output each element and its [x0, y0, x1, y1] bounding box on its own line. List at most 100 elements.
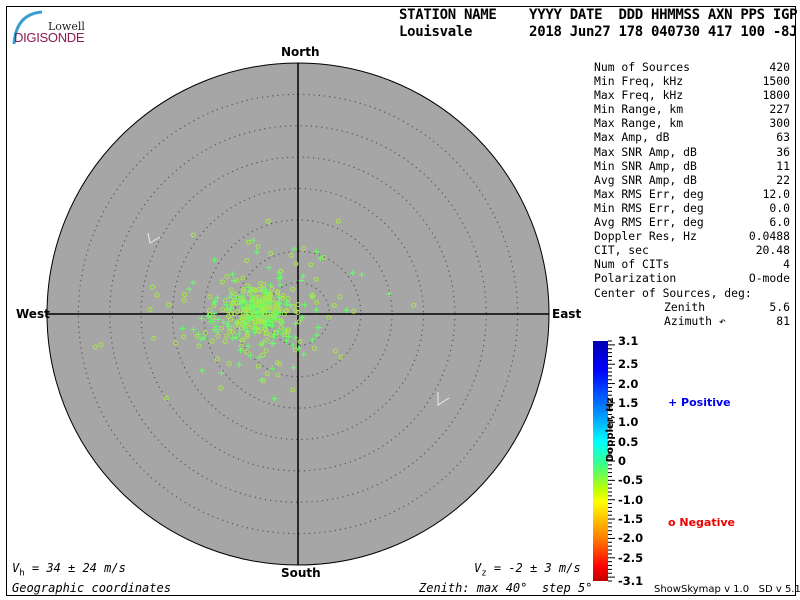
source-positive	[279, 319, 286, 326]
stat-label: Min SNR Amp, dB	[594, 158, 697, 173]
source-positive	[275, 300, 282, 307]
logo-digisonde: DIGISONDE	[14, 30, 85, 45]
header-values: Louisvale 2018 Jun27 178 040730 417 100 …	[399, 24, 798, 40]
stat-value: 12.0	[762, 186, 790, 201]
stat-label: Doppler Res, Hz	[594, 229, 697, 244]
velocity-arrow	[147, 232, 161, 244]
source-positive	[229, 335, 236, 342]
source-positive	[256, 354, 263, 361]
source-positive	[218, 370, 225, 377]
source-positive	[245, 328, 252, 335]
source-negative	[239, 316, 245, 322]
stat-row: Min Range, km 227	[594, 102, 790, 116]
source-negative	[238, 343, 244, 349]
stat-row: Num of Sources 420	[594, 60, 790, 74]
stats-panel: Num of Sources 420 Min Freq, kHz 1500 Max Fr…	[594, 60, 790, 328]
label-east: East	[552, 307, 582, 321]
stat-value: 1800	[762, 88, 790, 103]
source-negative	[337, 294, 343, 300]
source-negative	[275, 302, 281, 308]
source-negative	[92, 344, 98, 350]
source-negative	[278, 324, 284, 330]
source-positive	[300, 351, 307, 358]
source-negative	[311, 345, 317, 351]
source-positive	[350, 270, 357, 277]
source-positive	[270, 340, 277, 347]
source-negative	[297, 339, 303, 345]
source-positive	[313, 307, 320, 314]
source-negative	[256, 294, 262, 300]
source-negative	[267, 291, 273, 297]
stat-value: 227	[769, 102, 790, 117]
source-negative	[181, 292, 187, 298]
stat-value: 11	[776, 158, 790, 173]
source-positive	[273, 310, 280, 317]
source-negative	[280, 295, 286, 301]
stat-value: 420	[769, 60, 790, 74]
source-negative	[263, 331, 269, 337]
stat-label: CIT, sec	[594, 243, 649, 258]
source-positive	[186, 286, 193, 293]
source-positive	[277, 281, 284, 288]
colorbar-tick-label: -3.1	[618, 574, 644, 588]
source-negative	[241, 298, 247, 304]
source-positive	[271, 331, 278, 338]
source-negative	[264, 371, 270, 377]
source-negative	[301, 246, 307, 252]
source-negative	[214, 356, 220, 362]
stat-label: Avg RMS Err, deg	[594, 215, 704, 230]
source-negative	[321, 255, 327, 261]
source-positive	[262, 301, 269, 308]
stat-row: Min RMS Err, deg 0.0	[594, 201, 790, 215]
colorbar-tick-label: -0.5	[618, 473, 644, 488]
source-negative	[196, 343, 202, 349]
source-negative	[228, 287, 234, 293]
source-negative	[285, 329, 291, 335]
source-negative	[290, 304, 296, 310]
source-positive	[386, 290, 393, 297]
source-positive	[254, 307, 261, 314]
source-positive	[253, 249, 260, 256]
source-negative	[253, 288, 259, 294]
source-negative	[231, 311, 237, 317]
stat-label: Max SNR Amp, dB	[594, 144, 697, 159]
source-negative	[243, 349, 249, 355]
source-positive	[267, 319, 274, 326]
source-positive	[283, 337, 290, 344]
source-positive	[251, 304, 258, 311]
source-negative	[222, 339, 228, 345]
source-negative	[163, 395, 169, 401]
source-negative	[219, 279, 225, 285]
stat-row: Avg RMS Err, deg 6.0	[594, 215, 790, 229]
source-negative	[222, 298, 228, 304]
source-negative	[285, 295, 291, 301]
source-negative	[147, 307, 153, 313]
stat-row: Min SNR Amp, dB 11	[594, 159, 790, 173]
zenith-scale: Zenith: max 40° step 5°	[419, 581, 593, 595]
vh-readout: Vh = 34 ± 24 m/s	[12, 561, 126, 579]
source-negative	[226, 361, 232, 367]
source-negative	[260, 352, 266, 358]
source-negative	[288, 252, 294, 258]
source-positive	[211, 256, 218, 263]
stat-label: Min Freq, kHz	[594, 74, 684, 89]
source-negative	[224, 333, 230, 339]
colorbar-tick-label: -1.5	[618, 512, 644, 527]
source-positive	[230, 277, 237, 284]
colorbar-tick-label: 1.5	[618, 395, 639, 410]
stat-row: Max RMS Err, deg 12.0	[594, 187, 790, 201]
center-zenith: Zenith 5.6	[664, 299, 790, 314]
source-negative	[326, 314, 332, 320]
source-negative	[265, 218, 271, 224]
source-negative	[236, 319, 242, 325]
source-positive	[309, 337, 316, 344]
source-negative	[181, 297, 187, 303]
source-negative	[220, 306, 226, 312]
skymap	[46, 62, 550, 566]
source-negative	[338, 354, 344, 360]
source-negative	[227, 328, 233, 334]
source-positive	[229, 271, 236, 278]
source-positive	[241, 319, 248, 326]
stat-label: Avg SNR Amp, dB	[594, 172, 697, 187]
source-positive	[213, 323, 220, 330]
